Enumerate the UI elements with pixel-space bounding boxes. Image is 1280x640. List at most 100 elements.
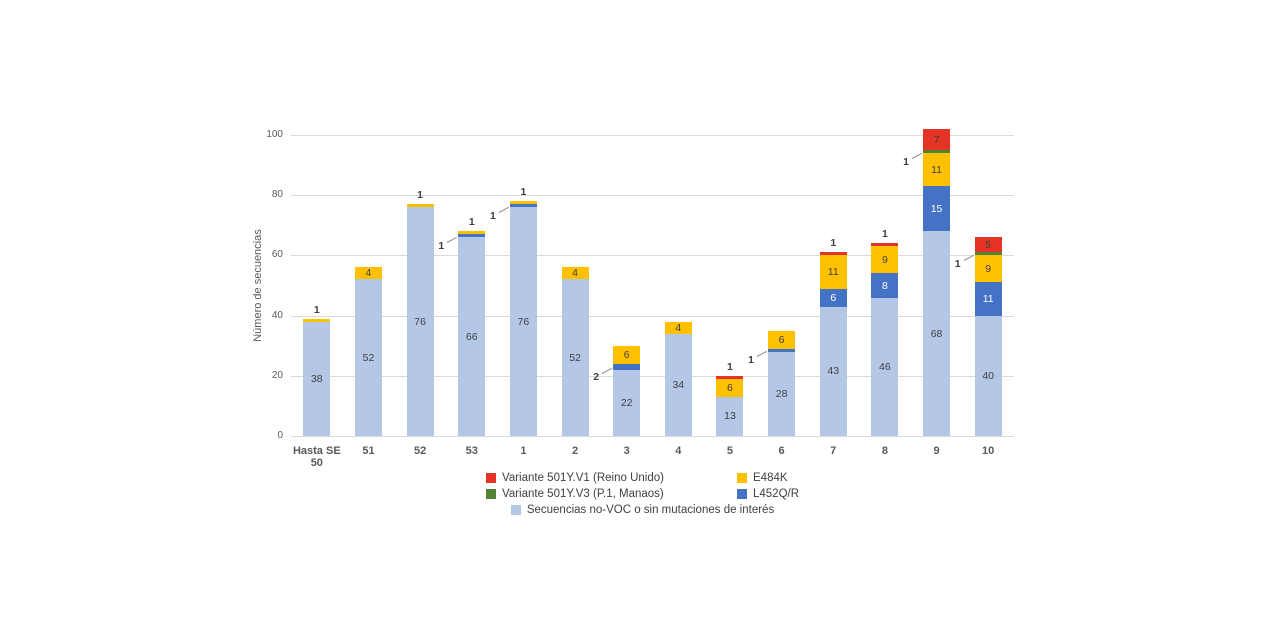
bar-segment <box>509 207 537 436</box>
legend-swatch <box>737 489 747 499</box>
gridline <box>291 315 1014 317</box>
callout-leader-line <box>756 351 768 358</box>
bar-segment <box>303 318 331 322</box>
segment-value-label: 9 <box>985 262 992 275</box>
bar-segment <box>458 234 486 238</box>
segment-value-label: 1 <box>520 186 527 199</box>
legend-label: Secuencias no-VOC o sin mutaciones de in… <box>526 504 775 516</box>
segment-value-label: 76 <box>414 315 426 328</box>
segment-value-label: 6 <box>623 348 630 361</box>
x-category-label: 5 <box>726 445 734 457</box>
x-category-label: 53 <box>465 445 478 457</box>
segment-value-label: 66 <box>465 330 478 343</box>
segment-value-label: 68 <box>930 327 943 340</box>
segment-value-label: 28 <box>775 387 788 400</box>
segment-value-label: 4 <box>675 321 682 334</box>
legend-item: E484K <box>737 472 799 484</box>
bar-segment <box>819 255 847 289</box>
bar-segment <box>923 128 951 151</box>
legend-item: L452Q/R <box>737 488 799 500</box>
bar-segment <box>974 315 1002 436</box>
bar-segment <box>613 363 641 370</box>
segment-value-label: 5 <box>985 238 992 251</box>
y-tick-label: 0 <box>277 430 283 441</box>
x-category-label: 6 <box>778 445 785 457</box>
bar-segment <box>768 348 796 352</box>
segment-value-label: 6 <box>830 291 837 304</box>
legend-label: E484K <box>753 472 788 484</box>
bar-segment <box>458 231 486 235</box>
segment-value-label: 46 <box>879 360 891 373</box>
bar-segment <box>871 273 899 298</box>
legend-item: Secuencias no-VOC o sin mutaciones de in… <box>510 504 775 516</box>
gridline <box>291 255 1014 257</box>
x-category-label: 3 <box>623 445 630 457</box>
bar-segment <box>613 345 641 364</box>
segment-value-callout: 1 <box>438 239 445 252</box>
bar-segment <box>354 279 382 436</box>
bar-segment <box>923 153 951 187</box>
segment-value-label: 38 <box>310 372 323 385</box>
bar-segment <box>871 297 899 436</box>
segment-value-callout: 1 <box>954 257 961 270</box>
x-category-label: 1 <box>520 445 527 457</box>
bar-segment <box>509 204 537 208</box>
segment-value-label: 11 <box>827 265 839 278</box>
x-category-label: 10 <box>982 445 995 457</box>
legend-label: L452Q/R <box>753 488 800 500</box>
segment-value-label: 8 <box>881 279 888 292</box>
callout-leader-line <box>911 152 922 159</box>
segment-value-label: 6 <box>778 333 785 346</box>
y-tick-label: 80 <box>271 189 283 201</box>
segment-value-label: 11 <box>982 293 994 306</box>
segment-value-label: 1 <box>830 237 837 250</box>
segment-value-label: 43 <box>827 365 840 378</box>
segment-value-callout: 1 <box>748 354 755 367</box>
bar-segment <box>871 243 899 247</box>
segment-value-label: 34 <box>672 378 685 391</box>
callout-leader-line <box>601 367 613 374</box>
legend-swatch <box>510 505 521 515</box>
bar-segment <box>458 237 486 436</box>
legend: Variante 501Y.V1 (Reino Unido) E484K Varia… <box>486 472 799 516</box>
bar-segment <box>923 150 951 154</box>
y-tick-label: 20 <box>271 369 283 381</box>
y-tick-label: 40 <box>271 309 283 321</box>
y-axis-title: Número de secuencias <box>252 229 264 342</box>
segment-value-label: 1 <box>417 189 424 202</box>
legend-item: Variante 501Y.V3 (P.1, Manaos) <box>486 488 737 500</box>
segment-value-label: 9 <box>881 253 888 266</box>
segment-value-label: 4 <box>572 267 578 280</box>
bar-segment <box>974 252 1002 256</box>
bar-segment <box>303 321 331 436</box>
x-category-label: 52 <box>413 445 427 457</box>
bar-segment <box>768 330 796 349</box>
y-tick-label: 100 <box>266 129 283 140</box>
legend-swatch <box>486 473 496 483</box>
x-category-label: 4 <box>675 445 682 457</box>
x-category-label: 51 <box>362 445 375 457</box>
segment-value-label: 76 <box>517 315 530 328</box>
legend-item: Variante 501Y.V1 (Reino Unido) <box>486 472 737 484</box>
bar-segment <box>664 333 692 436</box>
segment-value-label: 1 <box>468 216 475 229</box>
segment-value-label: 4 <box>365 267 372 280</box>
segment-value-label: 11 <box>931 163 942 176</box>
gridline <box>291 195 1014 197</box>
bar-segment <box>819 252 847 256</box>
bar-segment <box>923 231 951 436</box>
bar-segment <box>819 288 847 307</box>
bar-segment <box>406 207 434 436</box>
segment-value-label: 1 <box>313 303 320 316</box>
x-category-label: Hasta SE 50 <box>292 445 341 469</box>
callout-leader-line <box>498 206 509 213</box>
x-category-label: 8 <box>881 445 888 457</box>
bar-segment <box>561 279 589 436</box>
gridline <box>291 436 1014 437</box>
x-category-label: 7 <box>830 445 837 457</box>
bar-segment <box>354 267 382 280</box>
bar-segment <box>923 186 951 232</box>
bar-segment <box>819 306 847 436</box>
bar-segment <box>613 369 641 436</box>
